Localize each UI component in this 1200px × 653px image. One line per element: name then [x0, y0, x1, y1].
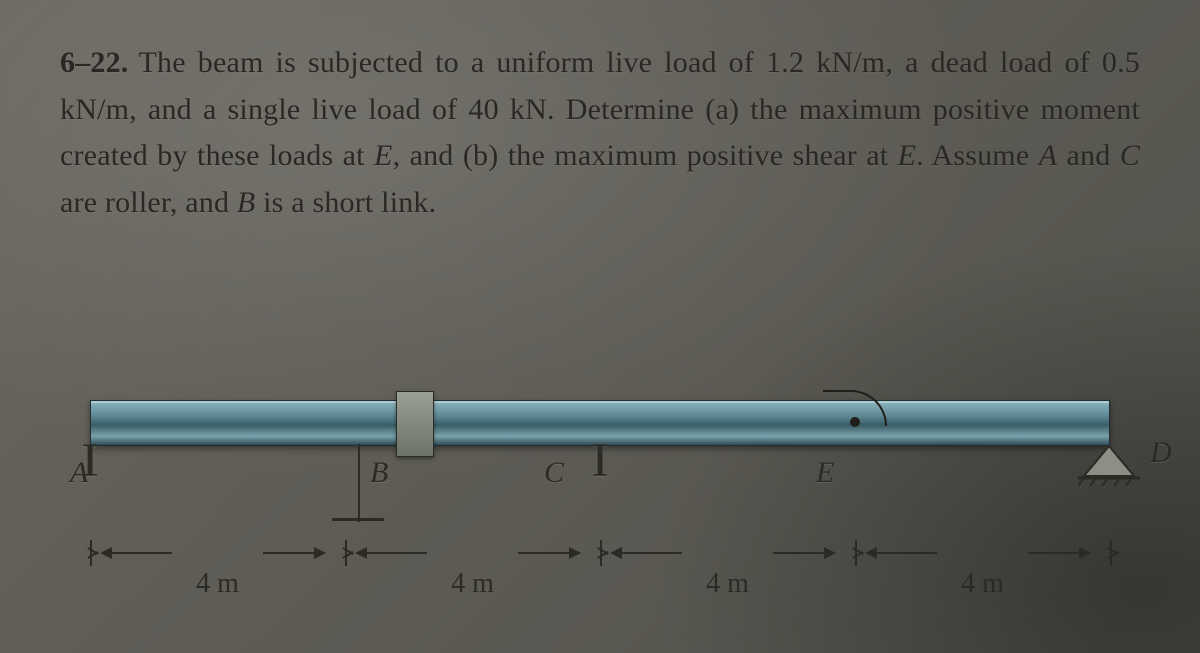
textbook-page: 6–22.The beam is subjected to a uniform … — [0, 0, 1200, 653]
dim-label: 4 m — [706, 568, 749, 600]
dim-arrow-icon — [569, 547, 581, 559]
roller-icon: I — [591, 444, 609, 478]
pin-icon — [1078, 444, 1140, 486]
label-C: C — [544, 456, 564, 490]
var-A: A — [1039, 139, 1058, 172]
text-segment: , and (b) the maximum positive shear at — [393, 139, 898, 172]
var-B: B — [237, 186, 256, 219]
dim-line — [110, 552, 171, 554]
support-A: I — [60, 444, 120, 481]
dim-tick — [1110, 540, 1112, 566]
text-segment: and — [1057, 139, 1120, 172]
dim-line — [875, 552, 936, 554]
link-rod — [358, 444, 360, 522]
label-A: A — [70, 456, 88, 490]
dim-arrow-icon — [1079, 547, 1091, 559]
dim-label: 4 m — [451, 568, 494, 600]
dim-tick — [855, 540, 857, 566]
support-C: I — [570, 444, 630, 481]
support-D — [1078, 444, 1138, 491]
label-B: B — [370, 456, 388, 490]
problem-number: 6–22. — [60, 46, 129, 79]
beam-figure: I A B I C E D — [60, 400, 1140, 620]
dim-label: 4 m — [961, 568, 1004, 600]
dim-tick — [345, 540, 347, 566]
link-ground — [332, 518, 384, 521]
dimension-row: 4 m 4 m 4 m 4 m — [90, 540, 1110, 600]
var-E: E — [898, 139, 917, 172]
dim-tick — [90, 540, 92, 566]
var-C: C — [1120, 139, 1140, 172]
dim-line — [620, 552, 681, 554]
label-D: D — [1150, 436, 1172, 470]
dim-tick — [600, 540, 602, 566]
var-E: E — [374, 139, 393, 172]
text-segment: is a short link. — [255, 186, 436, 219]
moment-arrow-icon — [823, 390, 887, 426]
dim-arrow-icon — [314, 547, 326, 559]
text-segment: . Assume — [916, 139, 1039, 172]
text-segment: are roller, and — [60, 186, 237, 219]
dim-label: 4 m — [196, 568, 239, 600]
problem-statement: 6–22.The beam is subjected to a uniform … — [60, 40, 1140, 226]
label-E: E — [816, 456, 834, 490]
dim-arrow-icon — [824, 547, 836, 559]
dim-line — [365, 552, 426, 554]
